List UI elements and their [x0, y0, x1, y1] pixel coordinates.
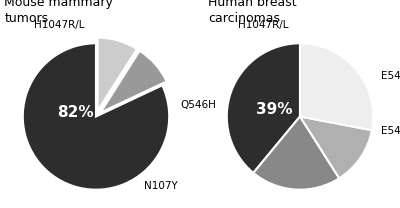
Wedge shape — [300, 116, 372, 178]
Wedge shape — [98, 38, 137, 111]
Wedge shape — [300, 43, 373, 130]
Text: E542K: E542K — [380, 126, 400, 136]
Text: Mouse mammary
tumors: Mouse mammary tumors — [4, 0, 113, 25]
Wedge shape — [23, 43, 169, 190]
Text: N107Y: N107Y — [144, 181, 177, 191]
Text: H1047R/L: H1047R/L — [34, 20, 84, 30]
Text: 39%: 39% — [256, 102, 293, 117]
Wedge shape — [253, 116, 339, 190]
Text: Q546H: Q546H — [180, 100, 216, 110]
Text: 82%: 82% — [57, 105, 94, 120]
Wedge shape — [227, 43, 300, 173]
Text: H1047R/L: H1047R/L — [238, 20, 288, 30]
Text: Human breast
carcinomas: Human breast carcinomas — [208, 0, 297, 25]
Wedge shape — [100, 51, 167, 113]
Text: E545K: E545K — [380, 71, 400, 81]
